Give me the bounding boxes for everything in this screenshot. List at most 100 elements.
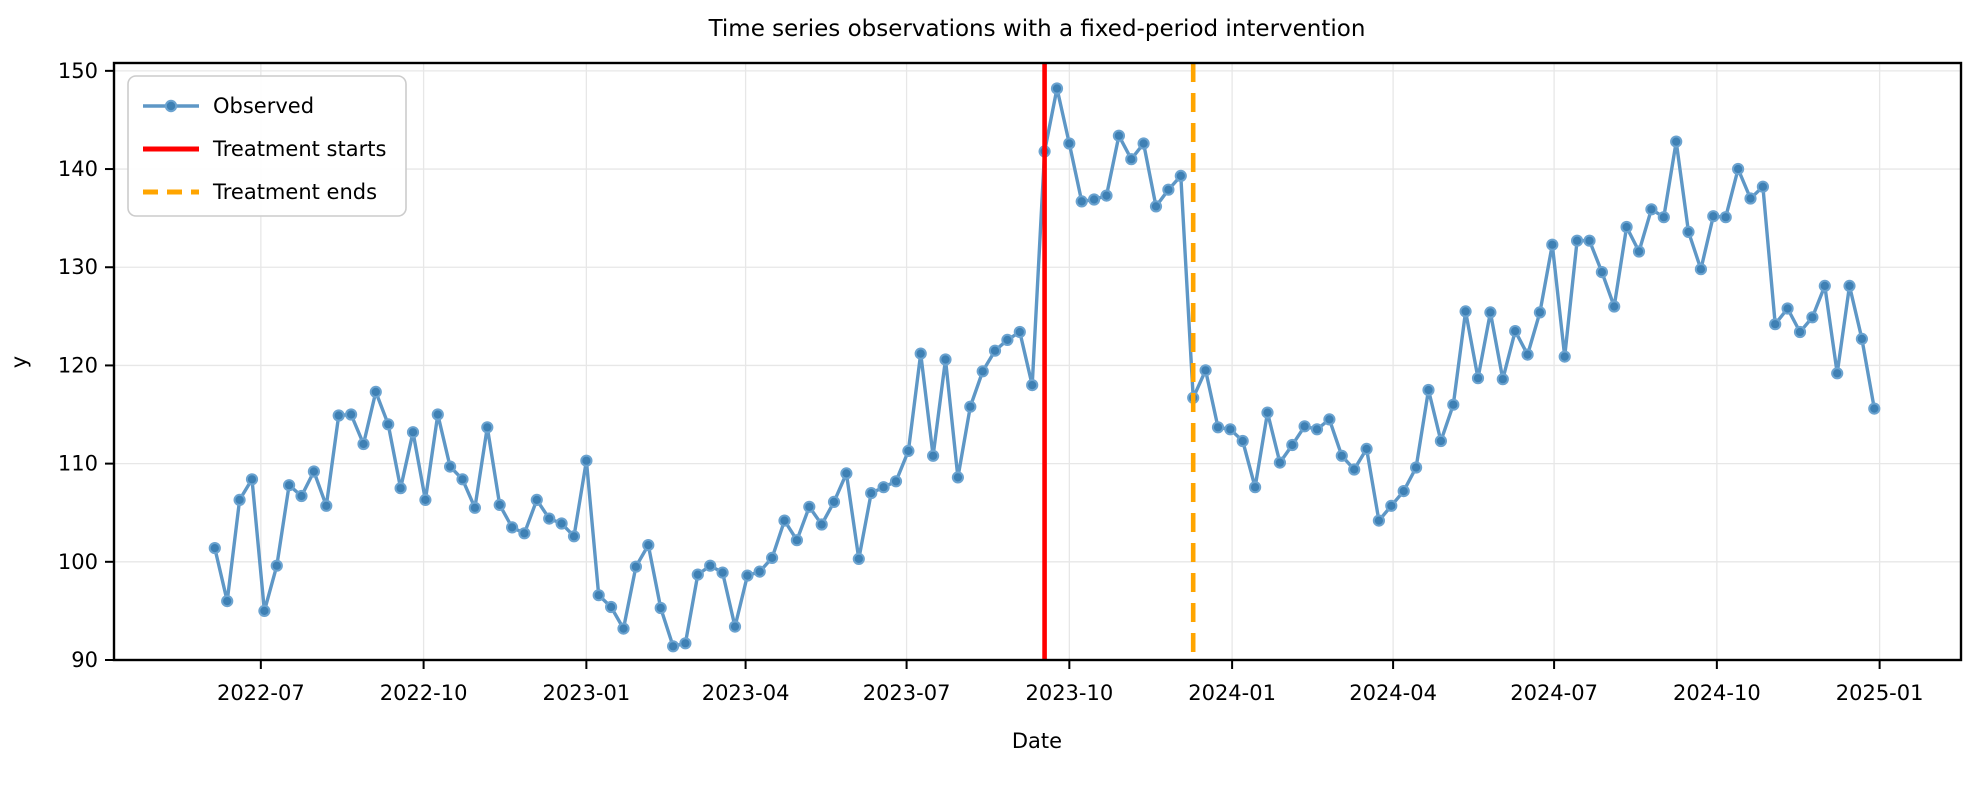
data-point [332, 409, 345, 422]
data-point [1632, 245, 1646, 258]
legend-observed-label: Observed [213, 94, 314, 118]
data-point [468, 501, 481, 514]
data-point [1484, 306, 1497, 319]
data-point [1447, 398, 1460, 411]
data-point [1818, 279, 1831, 292]
y-tick-label: 140 [58, 157, 98, 181]
data-point [1868, 402, 1881, 415]
data-point [1806, 311, 1819, 324]
data-point [877, 481, 890, 494]
data-point [927, 449, 940, 462]
data-point [766, 551, 779, 565]
data-point [1323, 413, 1336, 426]
data-point [1521, 348, 1534, 361]
data-point [827, 495, 841, 508]
data-point [1831, 367, 1844, 380]
data-point [790, 534, 804, 547]
x-tick-label: 2022-10 [380, 681, 468, 705]
data-point [667, 640, 680, 653]
data-point [1075, 195, 1088, 208]
y-tick-label: 110 [58, 452, 98, 476]
observed-series [208, 82, 1881, 653]
data-point [1719, 211, 1732, 224]
data-point [1348, 463, 1361, 476]
data-point [1410, 461, 1423, 474]
data-point [1199, 364, 1212, 377]
data-point [679, 637, 692, 650]
x-tick-label: 2023-07 [863, 681, 951, 705]
data-point [1434, 434, 1448, 448]
data-point [815, 518, 828, 531]
data-point [852, 552, 865, 566]
data-point [778, 514, 791, 527]
data-point [1162, 183, 1175, 196]
data-point [1088, 193, 1101, 206]
legend-item-observed: Observed [143, 94, 314, 118]
data-point [345, 408, 358, 421]
x-tick-label: 2025-01 [1836, 681, 1924, 705]
data-point [617, 622, 630, 635]
legend-item-treatment-ends: Treatment ends [143, 180, 377, 204]
data-point [1397, 485, 1410, 498]
x-tick-label: 2022-07 [217, 681, 305, 705]
data-point [419, 493, 432, 506]
data-point [518, 527, 531, 540]
data-point [283, 479, 296, 492]
intervention-lines [1042, 63, 1196, 660]
data-point [605, 600, 618, 614]
data-point [1211, 421, 1225, 434]
data-point [1112, 129, 1126, 142]
data-point [1571, 234, 1584, 247]
data-point [1682, 225, 1695, 238]
data-point [1558, 350, 1571, 363]
data-point [1174, 169, 1187, 182]
data-point [1224, 423, 1237, 436]
y-tick-label: 120 [58, 353, 98, 377]
data-point [753, 565, 766, 578]
data-point [233, 493, 246, 506]
data-point [1360, 442, 1373, 455]
data-point [567, 530, 581, 543]
data-point [1583, 234, 1596, 247]
data-point [964, 400, 977, 413]
data-point [1249, 481, 1262, 494]
legend: Observed Treatment starts Treatment ends [127, 75, 407, 217]
data-point [1732, 162, 1745, 176]
data-point [543, 512, 556, 525]
data-point [1149, 200, 1163, 213]
data-point [1286, 438, 1299, 452]
data-point [505, 521, 519, 534]
data-point [431, 408, 444, 421]
data-point [1026, 379, 1039, 392]
data-point [1793, 325, 1807, 339]
data-point [394, 482, 407, 495]
plot-frame [112, 61, 1963, 662]
data-point [1756, 180, 1770, 193]
data-point [1372, 514, 1386, 527]
data-point [902, 444, 915, 457]
data-point [1694, 263, 1708, 276]
data-point [1620, 220, 1633, 234]
data-point [1422, 383, 1435, 397]
data-point [1471, 372, 1485, 385]
data-point [1310, 423, 1324, 436]
data-point [481, 421, 494, 434]
data-point [295, 489, 308, 503]
data-point [221, 595, 234, 608]
legend-observed-marker-sample [164, 99, 178, 113]
data-point [320, 499, 333, 512]
data-point [1100, 189, 1113, 202]
data-point [444, 460, 457, 473]
data-point [382, 418, 395, 431]
data-point [1050, 82, 1064, 95]
data-point [951, 471, 965, 484]
data-point [1063, 137, 1076, 150]
data-point [456, 473, 469, 486]
data-point [1273, 456, 1287, 469]
data-point [1533, 306, 1547, 319]
data-point [889, 475, 903, 488]
x-tick-label: 2023-01 [542, 681, 630, 705]
data-point [1261, 406, 1274, 419]
y-tick-label: 100 [58, 550, 98, 574]
